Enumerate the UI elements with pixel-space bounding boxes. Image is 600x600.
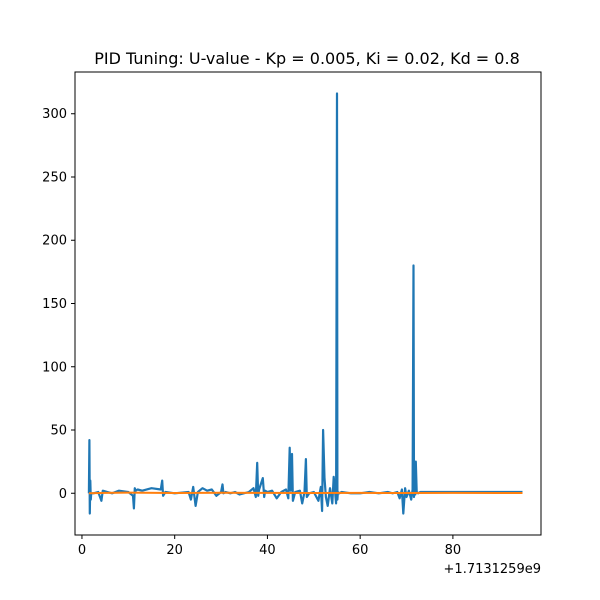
y-tick-label: 0 [59,487,67,502]
y-tick-label: 50 [50,424,67,439]
series-layer [87,92,523,515]
chart-title: PID Tuning: U-value - Kp = 0.005, Ki = 0… [94,49,520,68]
x-tick-label: 20 [166,543,183,558]
y-tick-label: 300 [42,107,67,122]
x-axis-offset-label: +1.7131259e9 [444,562,541,577]
series-line-2 [88,491,523,495]
x-tick-label: 0 [78,543,86,558]
series-line-1 [87,92,523,515]
y-tick-label: 250 [42,170,67,185]
y-tick-label: 200 [42,234,67,249]
y-tick-label: 150 [42,297,67,312]
x-axis: 0 20 40 60 80 [78,535,461,558]
y-tick-label: 100 [42,360,67,375]
x-tick-label: 60 [352,543,369,558]
x-tick-label: 80 [445,543,462,558]
y-axis: 0 50 100 150 200 250 300 [42,107,75,502]
x-tick-label: 40 [259,543,276,558]
